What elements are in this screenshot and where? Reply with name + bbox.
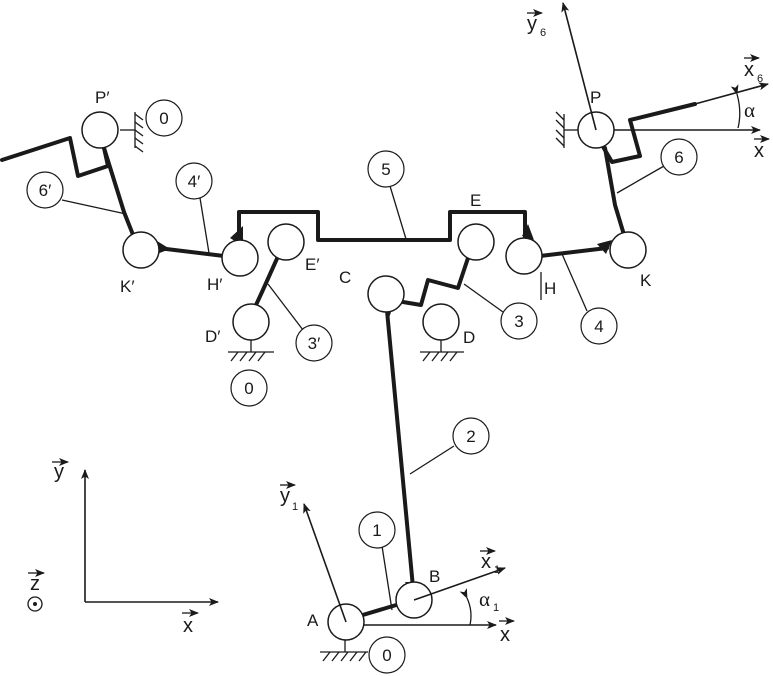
svg-text:z: z <box>30 573 40 595</box>
ground-support-D-prime <box>228 338 274 362</box>
svg-text:0: 0 <box>159 109 168 128</box>
svg-text:x: x <box>481 551 491 573</box>
ground-support-A <box>320 638 368 662</box>
bubble-ground-A: 0 <box>368 636 406 674</box>
svg-text:1: 1 <box>493 602 499 614</box>
svg-text:x: x <box>744 59 754 81</box>
bubble-link-2: 2 <box>409 417 490 475</box>
svg-text:y: y <box>527 13 537 35</box>
link-6-prime <box>0 136 141 252</box>
global-z-axis-label: z <box>28 569 45 595</box>
svg-text:4′: 4′ <box>188 172 201 191</box>
svg-text:3: 3 <box>514 312 523 331</box>
ground-support-D <box>420 338 464 362</box>
link-5 <box>237 210 527 246</box>
label-D: D <box>463 328 475 347</box>
alpha1-label: α 1 <box>479 587 499 614</box>
bubble-ground-D-prime: 0 <box>230 369 268 407</box>
svg-text:x: x <box>754 140 764 162</box>
label-E-prime: E′ <box>305 255 320 274</box>
alpha-label: α <box>744 98 755 122</box>
global-x-axis-label: x <box>182 609 199 637</box>
x1-axis-label: x 1 <box>480 547 500 576</box>
svg-text:y: y <box>54 461 64 483</box>
svg-text:0: 0 <box>382 646 391 665</box>
svg-text:1: 1 <box>494 564 500 576</box>
label-K: K <box>640 271 652 290</box>
ground-support-P <box>555 111 580 148</box>
link-4-prime <box>156 241 226 258</box>
joint-C <box>367 275 405 313</box>
joint-E-prime <box>267 223 305 261</box>
label-B: B <box>429 567 440 586</box>
frame-1: x x 1 y 1 α 1 <box>280 481 515 646</box>
label-P: P <box>590 88 601 107</box>
svg-text:y: y <box>280 485 290 507</box>
global-y-axis-label: y <box>52 458 69 483</box>
svg-text:3′: 3′ <box>308 334 321 353</box>
svg-text:1: 1 <box>292 501 298 513</box>
link-4 <box>538 240 612 258</box>
x6-axis-label: x 6 <box>744 54 763 85</box>
y1-axis-label: y 1 <box>280 481 298 513</box>
joint-K <box>609 231 647 269</box>
joint-D <box>422 303 460 341</box>
label-E: E <box>470 191 481 210</box>
link-3 <box>401 241 475 307</box>
bubble-link-1: 1 <box>358 511 396 611</box>
link-6 <box>600 102 697 250</box>
y6-axis-label: y 6 <box>527 9 546 39</box>
joint-D-prime <box>232 303 270 341</box>
joint-H-bracket <box>522 224 534 240</box>
frame-1-x-axis-label: x <box>499 617 515 646</box>
svg-text:5: 5 <box>381 160 390 179</box>
label-A: A <box>307 611 319 630</box>
svg-text:6: 6 <box>674 148 683 167</box>
svg-text:α: α <box>479 587 490 611</box>
bubble-link-6: 6 <box>616 138 698 194</box>
svg-text:6′: 6′ <box>39 181 52 200</box>
joint-K-prime <box>122 231 160 269</box>
bubble-link-3: 3 <box>463 283 538 340</box>
svg-text:0: 0 <box>244 379 253 398</box>
svg-text:4: 4 <box>594 317 603 336</box>
bubble-link-4-prime: 4′ <box>175 162 213 254</box>
svg-text:x: x <box>500 624 510 646</box>
joint-H <box>505 237 543 275</box>
link-2 <box>384 298 419 600</box>
global-frame: y x z <box>27 458 219 637</box>
ground-support-P-prime <box>120 112 144 153</box>
bubble-link-5: 5 <box>367 150 407 240</box>
joint-E <box>457 223 495 261</box>
label-D-prime: D′ <box>205 327 220 346</box>
svg-text:1: 1 <box>372 521 381 540</box>
svg-text:2: 2 <box>466 427 475 446</box>
label-P-prime: P′ <box>95 88 110 107</box>
svg-text:6: 6 <box>757 73 763 85</box>
bubble-ground-P-prime: 0 <box>145 99 183 137</box>
joint-H-prime <box>221 239 259 277</box>
svg-text:x: x <box>183 615 193 637</box>
svg-text:6: 6 <box>540 27 546 39</box>
frame-6-x-axis-label: x <box>754 135 770 162</box>
bubble-link-6-prime: 6′ <box>26 171 127 215</box>
bubble-link-3-prime: 3′ <box>267 283 333 362</box>
label-C: C <box>339 268 351 287</box>
label-H: H <box>544 279 556 298</box>
frame-6: x x 6 y 6 α <box>527 2 770 162</box>
bubble-link-4: 4 <box>561 253 618 345</box>
joint-P-prime <box>81 111 119 149</box>
label-K-prime: K′ <box>120 277 135 296</box>
label-H-prime: H′ <box>207 275 222 294</box>
